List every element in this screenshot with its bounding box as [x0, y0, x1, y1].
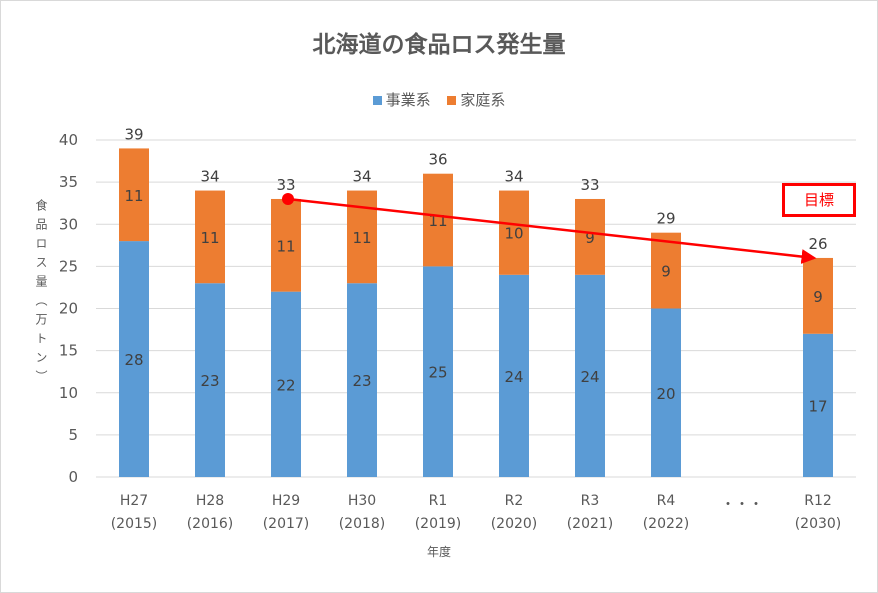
bar-segment-business: [195, 283, 225, 477]
x-tick-label: R3: [581, 493, 600, 509]
bar-segment-business: [499, 274, 529, 477]
bar-segment-business: [271, 291, 301, 477]
x-tick-label: (2017): [263, 516, 310, 532]
arrow-start-dot: [282, 192, 294, 205]
data-label: 23: [352, 372, 371, 390]
x-tick-label: (2030): [795, 516, 842, 532]
y-tick-label: 10: [59, 384, 78, 402]
bar-segment-business: [803, 333, 833, 477]
x-tick-label: (2019): [415, 516, 462, 532]
data-label: 17: [808, 397, 827, 415]
total-label: 34: [504, 168, 523, 186]
y-tick-label: 35: [59, 173, 78, 191]
x-tick-label: R2: [505, 493, 524, 509]
data-label: 22: [276, 376, 295, 394]
total-label: 34: [352, 168, 371, 186]
data-label: 20: [656, 385, 675, 403]
bar-segment-household: [423, 173, 453, 267]
data-label: 11: [200, 229, 219, 247]
legend-swatch: [372, 96, 382, 105]
x-tick-label: (2016): [187, 516, 234, 532]
bar-segment-business: [575, 274, 605, 477]
bar-segment-household: [803, 257, 833, 334]
x-axis-label: 年度: [426, 545, 451, 559]
y-axis-label: 食品ロス量（万トン）: [34, 199, 48, 389]
bar-segment-business: [119, 241, 149, 477]
y-tick-label: 15: [59, 342, 78, 360]
data-label: 9: [661, 263, 671, 281]
legend: 事業系 家庭系: [1, 89, 877, 110]
x-tick-label: H30: [348, 493, 376, 509]
total-label: 26: [808, 235, 827, 253]
x-tick-label: H27: [120, 493, 148, 509]
target-label: 目標: [782, 183, 856, 217]
legend-label: 家庭系: [460, 91, 506, 109]
bar-segment-household: [575, 198, 605, 275]
x-tick-label: H28: [196, 493, 224, 509]
legend-item-business: 事業系: [372, 89, 431, 110]
data-label: 23: [200, 372, 219, 390]
total-label: 33: [580, 176, 599, 194]
x-tick-label: (2021): [567, 516, 614, 532]
data-label: 11: [352, 229, 371, 247]
data-label: 11: [276, 237, 295, 255]
y-tick-label: 40: [59, 131, 78, 149]
x-tick-label: (2022): [643, 516, 690, 532]
x-tick-label: ・・・: [721, 497, 763, 513]
total-label: 33: [276, 176, 295, 194]
bar-segment-household: [119, 148, 149, 242]
x-tick-label: R1: [429, 493, 448, 509]
data-label: 10: [504, 225, 523, 243]
trend-arrow: [287, 197, 817, 265]
data-label: 24: [580, 368, 599, 386]
x-tick-label: R12: [804, 493, 832, 509]
y-tick-label: 20: [59, 300, 78, 318]
legend-swatch: [447, 96, 457, 105]
x-tick-label: H29: [272, 493, 300, 509]
x-tick-label: R4: [657, 493, 676, 509]
data-label: 28: [124, 351, 143, 369]
bar-segment-household: [499, 190, 529, 275]
total-label: 34: [200, 168, 219, 186]
data-label: 24: [504, 368, 523, 386]
legend-label: 事業系: [385, 91, 431, 109]
x-tick-label: (2018): [339, 516, 386, 532]
chart-title: 北海道の食品ロス発生量: [312, 32, 566, 58]
y-tick-label: 5: [68, 426, 78, 444]
bar-segment-household: [651, 232, 681, 309]
bar-segment-household: [195, 190, 225, 284]
y-tick-label: 25: [59, 257, 78, 275]
total-label: 29: [656, 210, 675, 228]
total-label: 39: [124, 125, 143, 143]
data-label: 11: [124, 187, 143, 205]
y-tick-label: 30: [59, 215, 78, 233]
x-tick-label: (2020): [491, 516, 538, 532]
bar-segment-household: [271, 198, 301, 292]
data-label: 9: [585, 229, 595, 247]
data-label: 25: [428, 364, 447, 382]
data-label: 9: [813, 288, 823, 306]
bar-segment-business: [651, 308, 681, 477]
legend-item-household: 家庭系: [447, 89, 505, 110]
bar-segment-business: [423, 266, 453, 477]
x-tick-label: (2015): [111, 516, 158, 532]
y-tick-label: 0: [68, 468, 78, 486]
bar-segment-business: [347, 283, 377, 477]
total-label: 36: [428, 151, 447, 169]
